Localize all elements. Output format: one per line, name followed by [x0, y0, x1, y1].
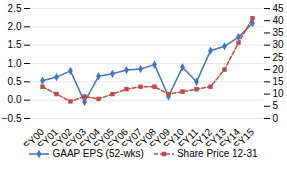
svg-text:2.5: 2.5 [8, 3, 22, 14]
svg-text:40: 40 [273, 15, 285, 26]
svg-text:20: 20 [273, 64, 285, 75]
svg-text:0.0: 0.0 [8, 94, 22, 105]
svg-text:FY15: FY15 [231, 126, 256, 146]
svg-text:0: 0 [273, 113, 279, 124]
svg-text:1.5: 1.5 [8, 39, 22, 50]
svg-text:30: 30 [273, 39, 285, 50]
svg-text:25: 25 [273, 52, 285, 63]
svg-text:35: 35 [273, 27, 285, 38]
html-text:Share Price 12-31: Share Price 12-31 [177, 148, 258, 159]
svg-text:−0.5: −0.5 [2, 113, 22, 124]
svg-text:10: 10 [273, 88, 285, 99]
svg-text:2.0: 2.0 [8, 21, 22, 32]
html-text:GAAP EPS (52-wks): GAAP EPS (52-wks) [52, 148, 144, 159]
svg-text:45: 45 [273, 3, 285, 14]
svg-text:0.5: 0.5 [8, 76, 22, 87]
svg-text:15: 15 [273, 76, 285, 87]
svg-text:1.0: 1.0 [8, 58, 22, 69]
svg-text:5: 5 [273, 100, 279, 111]
